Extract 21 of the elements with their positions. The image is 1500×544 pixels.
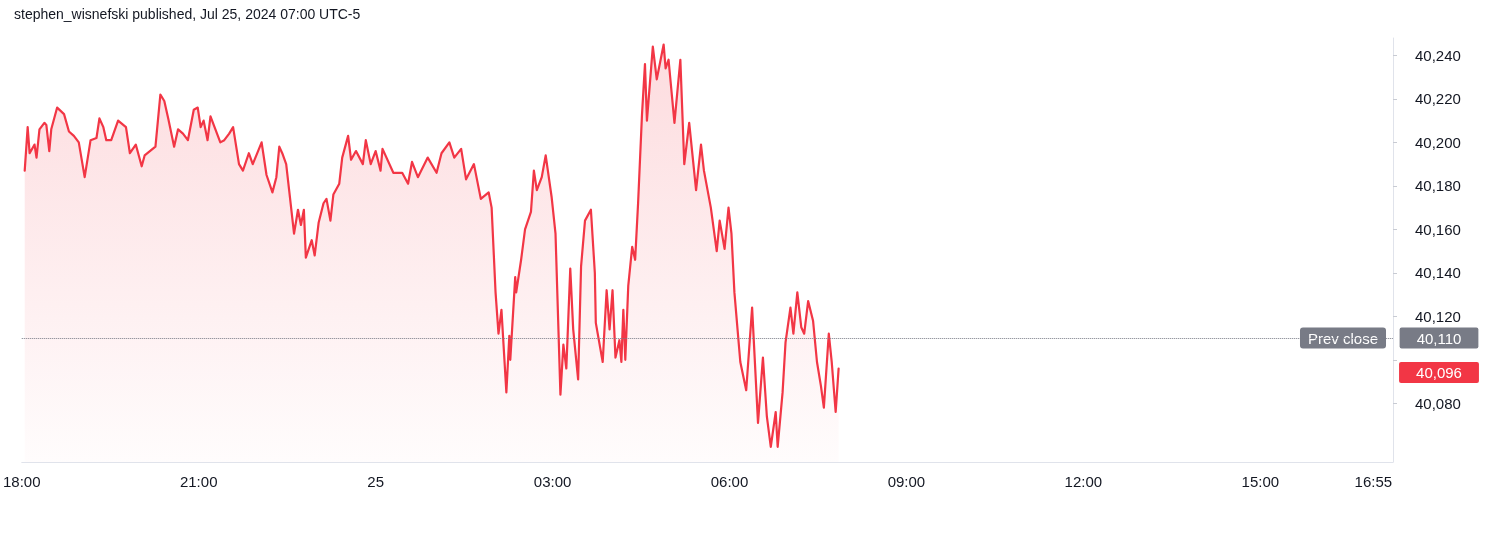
text: 40,110 — [1416, 329, 1462, 347]
ref-line-label: Prev close — [1307, 329, 1379, 347]
x-tick-label: 09:00 — [887, 473, 926, 490]
x-tick-label: 16:55 — [1354, 473, 1393, 490]
y-tick-label: 40,200 — [1415, 133, 1461, 151]
y-tick-label: 40,220 — [1415, 90, 1461, 108]
chart-title: stephen_wisnefski published, Jul 25, 2024 07:00 UTC-5 — [14, 6, 361, 22]
x-tick-label: 06:00 — [710, 473, 749, 490]
x-tick-label: 21:00 — [179, 473, 218, 490]
x-tick-label: 12:00 — [1064, 473, 1103, 490]
x-tick-label: 18:00 — [2, 473, 41, 490]
x-tick-label: 15:00 — [1241, 473, 1280, 490]
x-tick-label: 03:00 — [533, 473, 572, 490]
y-tick-label: 40,180 — [1415, 177, 1461, 195]
y-tick-label: 40,120 — [1415, 307, 1461, 325]
y-tick-label: 40,080 — [1415, 394, 1461, 412]
text: 40,096 — [1416, 364, 1462, 381]
y-tick-label: 40,240 — [1415, 46, 1461, 64]
x-tick-label: 25 — [367, 473, 384, 490]
y-tick-label: 40,160 — [1415, 220, 1461, 238]
y-tick-label: 40,140 — [1415, 264, 1461, 282]
